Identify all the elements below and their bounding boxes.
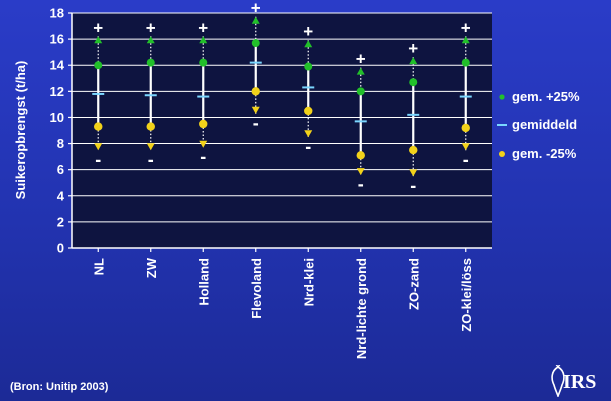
y-tick-label: 0 bbox=[57, 241, 64, 256]
minus25-point bbox=[409, 145, 418, 155]
y-tick-label: 10 bbox=[50, 110, 64, 125]
min-minus-symbol: - bbox=[358, 174, 364, 194]
x-category-label: Holland bbox=[196, 258, 211, 306]
max-plus-symbol: + bbox=[251, 0, 261, 18]
x-category-label: Nrd-lichte grond bbox=[354, 258, 369, 359]
logo-text: IRS bbox=[563, 371, 597, 393]
max-plus-symbol: + bbox=[461, 18, 471, 37]
y-tick-label: 2 bbox=[57, 214, 64, 229]
minus25-point bbox=[461, 123, 470, 133]
down-arrow-icon bbox=[199, 140, 208, 148]
y-tick-label: 16 bbox=[50, 32, 64, 47]
up-arrow-icon bbox=[304, 40, 313, 48]
up-arrow-icon bbox=[251, 16, 260, 24]
up-arrow-icon bbox=[409, 57, 418, 65]
down-arrow-icon bbox=[356, 168, 365, 176]
max-plus-symbol: + bbox=[146, 18, 156, 37]
down-arrow-icon bbox=[304, 130, 313, 138]
y-tick-label: 12 bbox=[50, 84, 64, 99]
max-plus-symbol: + bbox=[356, 50, 366, 69]
chart-marks: + - + - + - + - + - + - + - + - bbox=[92, 0, 472, 195]
plus25-point bbox=[409, 78, 418, 87]
up-arrow-icon bbox=[356, 67, 365, 75]
plus25-point bbox=[199, 58, 208, 67]
x-category-label: Flevoland bbox=[249, 258, 264, 319]
y-tick-label: 8 bbox=[57, 136, 64, 151]
plus25-point bbox=[251, 39, 260, 48]
gridlines bbox=[72, 12, 492, 223]
min-minus-symbol: - bbox=[253, 113, 259, 133]
up-arrow-icon bbox=[94, 36, 103, 44]
y-axis-ticks: 0 2 4 6 8 10 12 14 16 18 bbox=[50, 6, 72, 256]
max-plus-symbol: + bbox=[198, 18, 208, 37]
x-axis-categories: NL ZW Holland Flevoland Nrd-klei Nrd-lichte g… bbox=[91, 248, 474, 359]
x-category-label: ZO-zand bbox=[406, 258, 421, 310]
down-arrow-icon bbox=[146, 143, 155, 151]
plus25-point bbox=[94, 61, 103, 70]
plus25-point bbox=[304, 62, 313, 71]
legend-minus25-label: gem. -25% bbox=[512, 146, 577, 161]
x-category-label: ZO-klei/löss bbox=[459, 258, 474, 332]
down-arrow-icon bbox=[251, 106, 260, 114]
min-minus-symbol: - bbox=[148, 149, 154, 169]
legend-mean-label: gemiddeld bbox=[512, 117, 577, 132]
max-plus-symbol: + bbox=[303, 22, 313, 41]
down-arrow-icon bbox=[94, 143, 103, 151]
plus25-point bbox=[356, 87, 365, 96]
minus25-point bbox=[94, 122, 103, 131]
minus25-point bbox=[304, 106, 313, 116]
y-tick-label: 6 bbox=[57, 162, 64, 177]
x-category-label: Nrd-klei bbox=[301, 258, 316, 306]
legend-plus25-marker bbox=[499, 94, 505, 100]
source-note: (Bron: Unitip 2003) bbox=[10, 381, 109, 393]
y-tick-label: 18 bbox=[50, 6, 64, 21]
up-arrow-icon bbox=[146, 36, 155, 44]
up-arrow-icon bbox=[199, 36, 208, 44]
y-tick-label: 4 bbox=[57, 188, 65, 203]
min-minus-symbol: - bbox=[410, 175, 416, 195]
min-minus-symbol: - bbox=[95, 149, 101, 169]
legend: gem. +25% gemiddeld gem. -25% bbox=[497, 89, 580, 161]
legend-plus25-label: gem. +25% bbox=[512, 89, 580, 104]
min-minus-symbol: - bbox=[200, 147, 206, 167]
up-arrow-icon bbox=[461, 36, 470, 44]
plot-area bbox=[72, 13, 492, 248]
legend-minus25-marker bbox=[499, 151, 505, 157]
max-plus-symbol: + bbox=[408, 39, 418, 58]
minus25-point bbox=[199, 119, 208, 129]
y-axis-label: Suikeropbrengst (t/ha) bbox=[13, 61, 28, 200]
minus25-point bbox=[356, 151, 365, 160]
max-plus-symbol: + bbox=[93, 18, 103, 37]
plus25-point bbox=[146, 58, 155, 67]
min-minus-symbol: - bbox=[305, 136, 311, 156]
x-category-label: ZW bbox=[144, 257, 159, 278]
y-tick-label: 14 bbox=[50, 58, 65, 73]
down-arrow-icon bbox=[409, 169, 418, 177]
min-minus-symbol: - bbox=[463, 149, 469, 169]
sugar-beet-logo-icon bbox=[551, 365, 565, 397]
plus25-point bbox=[461, 58, 470, 67]
x-category-label: NL bbox=[91, 258, 106, 275]
down-arrow-icon bbox=[461, 143, 470, 151]
irs-logo: IRS bbox=[545, 365, 605, 397]
minus25-point bbox=[146, 122, 155, 131]
minus25-point bbox=[251, 87, 260, 96]
